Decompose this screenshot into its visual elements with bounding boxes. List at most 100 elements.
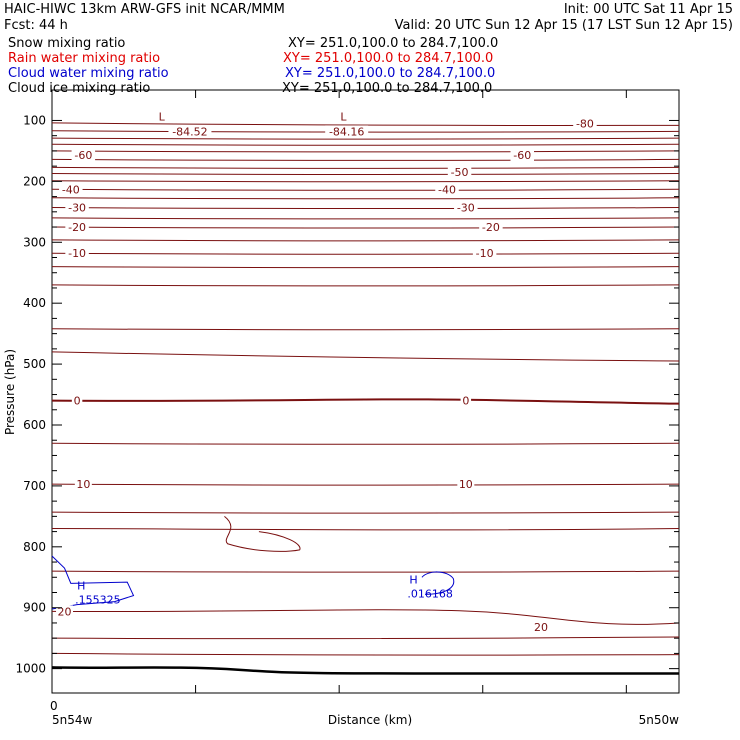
temperature-contour (51, 207, 680, 210)
extremum-letter: L (159, 110, 166, 123)
extremum-letter: H (409, 573, 417, 586)
contour-label: -60 (74, 149, 92, 162)
temperature-contour (51, 328, 680, 331)
temperature-contour (51, 511, 680, 514)
contour-label-bg (74, 478, 92, 491)
contour-labels: -84.52 -84.16-80-60 -60-50-40 -40-30 -30-20-… (56, 110, 597, 634)
temperature-contour (51, 252, 680, 255)
contour-label: -20 (482, 221, 500, 234)
temperature-contour (51, 166, 680, 169)
field-cloudice-label: Cloud ice mixing ratio (8, 81, 150, 96)
chart-title: HAIC-HIWC 13km ARW-GFS init NCAR/MMM (4, 2, 285, 17)
contour-label-bg (168, 125, 212, 138)
contour-label: 0 (462, 395, 469, 408)
valid-time: Valid: 20 UTC Sun 12 Apr 15 (17 LST Sun … (395, 18, 733, 33)
temperature-contour (51, 528, 680, 531)
temperature-contour (51, 636, 680, 640)
contour-label-bg (510, 149, 534, 162)
y-tick-label: 100 (23, 113, 46, 127)
temperature-contour (51, 150, 680, 153)
field-snow-label: Snow mixing ratio (8, 36, 125, 51)
x-left-location: 5n54w (52, 713, 93, 727)
temperature-contour (51, 158, 680, 161)
extremum-value: .155325 (75, 593, 121, 606)
contour-label-bg (65, 221, 89, 234)
y-tick-label: 300 (23, 235, 46, 249)
temperature-contour (51, 137, 680, 140)
temperature-contour (51, 143, 680, 146)
temperature-contour (51, 188, 680, 191)
temperature-contour (51, 351, 680, 362)
contour-label-bg (472, 247, 497, 260)
special-contours (51, 555, 680, 675)
contour-label: 20 (58, 605, 72, 618)
y-tick-label: 900 (23, 601, 46, 615)
y-tick-label: 800 (23, 540, 46, 554)
temperature-contour (51, 266, 680, 269)
forecast-hour: Fcst: 44 h (4, 18, 68, 33)
contour-label-bg (532, 621, 550, 634)
contour-label: -20 (68, 221, 86, 234)
y-tick-label: 700 (23, 479, 46, 493)
contour-label: -84.52 (172, 125, 207, 138)
field-cloudwater-label: Cloud water mixing ratio (8, 66, 169, 81)
contour-label: -84.16 (329, 125, 364, 138)
x-axis-ticks (51, 90, 627, 693)
field-cloudice-xy: XY= 251.0,100.0 to 284.7,100.0 (282, 81, 492, 96)
contour-label-bg (454, 201, 478, 214)
contour-label-bg (435, 183, 459, 196)
contour-label-bg (65, 201, 89, 214)
contour-label: -10 (68, 247, 86, 260)
contour-label: 20 (534, 621, 548, 634)
cloud-water-contour (51, 555, 135, 610)
temperature-contour (51, 217, 680, 220)
temperature-contours (51, 122, 680, 656)
contour-label-bg (65, 247, 89, 260)
contour-label-bg (460, 394, 472, 407)
contour-label-bg (325, 125, 369, 138)
field-snow-xy: XY= 251.0,100.0 to 284.7,100.0 (288, 36, 498, 51)
temperature-contour (51, 442, 680, 445)
y-tick-label: 500 (23, 357, 46, 371)
contour-label: -30 (457, 202, 475, 215)
contour-label: -60 (513, 149, 531, 162)
field-rain-xy: XY= 251.0,100.0 to 284.7,100.0 (283, 51, 493, 66)
field-cloudwater-xy: XY= 251.0,100.0 to 284.7,100.0 (285, 66, 495, 81)
terrain-surface-line (51, 666, 680, 675)
y-axis-label: Pressure (hPa) (3, 349, 17, 435)
y-tick-label: 1000 (15, 662, 46, 676)
extremum-value: .016168 (407, 587, 453, 600)
temperature-contour (51, 284, 680, 287)
twenty-degree-contour (51, 609, 680, 625)
extremum-letter: L (340, 110, 347, 123)
zero-degree-contour (51, 398, 680, 405)
temperature-contour (51, 180, 680, 183)
y-tick-label: 600 (23, 418, 46, 432)
y-tick-label: 400 (23, 296, 46, 310)
contour-label-bg (59, 183, 83, 196)
field-rain-label: Rain water mixing ratio (8, 51, 160, 66)
x-origin-label: 0 (50, 699, 58, 713)
x-right-location: 5n50w (639, 713, 680, 727)
contour-label-bg (573, 117, 597, 130)
contour-label: 0 (74, 395, 81, 408)
contour-label: -40 (438, 183, 456, 196)
contour-label-bg (71, 394, 83, 407)
cloud-water-contour (421, 571, 455, 595)
plot-frame (51, 89, 680, 694)
contour-label: 10 (459, 478, 473, 491)
temperature-contour (51, 570, 680, 573)
temperature-contour (51, 226, 680, 229)
x-axis-label: Distance (km) (328, 713, 412, 727)
y-tick-label: 200 (23, 174, 46, 188)
extremum-letter: H (77, 579, 85, 592)
contour-label: -10 (476, 247, 494, 260)
contour-label: -50 (451, 166, 469, 179)
init-time: Init: 00 UTC Sat 11 Apr 15 (564, 2, 733, 17)
temperature-closed-contour (224, 515, 301, 552)
temperature-contour (51, 239, 680, 242)
contour-label-bg (71, 149, 96, 162)
temperature-contour (51, 652, 680, 656)
